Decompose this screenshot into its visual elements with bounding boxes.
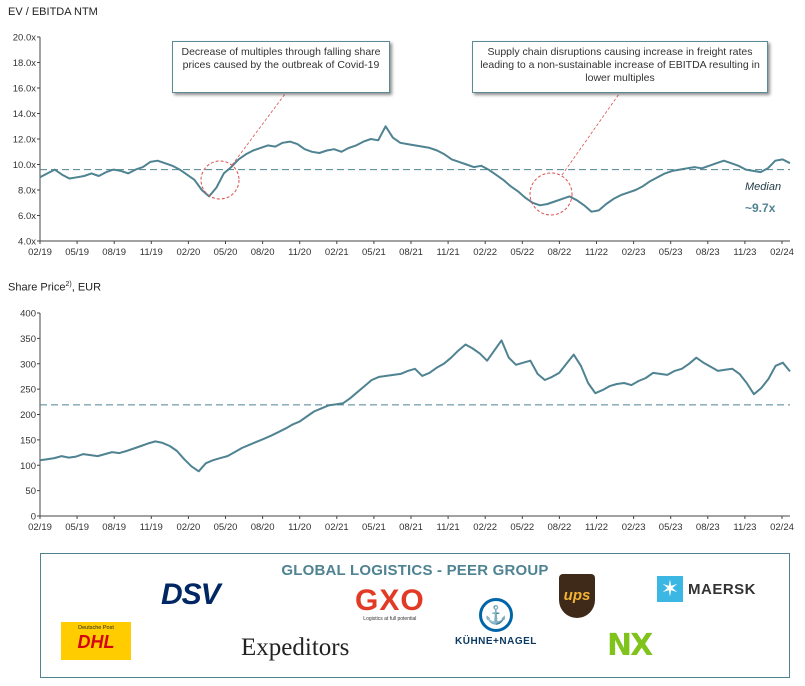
x-tick-label: 11/20: [288, 522, 311, 533]
x-tick-label: 05/19: [65, 247, 89, 258]
x-tick-label: 08/23: [696, 522, 720, 533]
y-tick-label: 4.0x: [18, 237, 36, 248]
supply-chain-callout: Supply chain disruptions causing increas…: [472, 41, 768, 93]
x-tick-label: 02/24: [770, 522, 794, 533]
y-tick-label: 16.0x: [13, 84, 36, 95]
y-tick-label: 10.0x: [13, 160, 36, 171]
y-tick-label: 8.0x: [18, 186, 36, 197]
chart2-title-unit: , EUR: [71, 281, 102, 294]
maersk-star-icon: ✶: [657, 576, 683, 602]
x-tick-label: 11/22: [585, 247, 608, 258]
x-tick-label: 05/21: [362, 247, 386, 258]
x-tick-label: 11/23: [733, 247, 756, 258]
covid-callout: Decrease of multiples through falling sh…: [172, 41, 390, 93]
nx-logo: NX: [607, 628, 653, 663]
annotation-layer: [200, 93, 620, 216]
ups-logo-text: ups: [563, 587, 591, 604]
x-tick-label: 02/24: [770, 247, 794, 258]
x-tick-label: 05/23: [659, 247, 683, 258]
y-tick-label: 6.0x: [18, 211, 36, 222]
x-tick-label: 02/22: [473, 522, 497, 533]
x-tick-label: 05/20: [214, 522, 238, 533]
dhl-logo-text: DHL: [77, 632, 115, 652]
x-tick-label: 05/19: [65, 522, 89, 533]
y-tick-label: 12.0x: [13, 135, 36, 146]
x-tick-label: 02/23: [622, 522, 646, 533]
x-tick-label: 08/22: [548, 522, 572, 533]
x-tick-label: 02/20: [177, 522, 201, 533]
y-tick-label: 300: [20, 359, 36, 370]
x-tick-label: 02/23: [622, 247, 646, 258]
x-tick-label: 02/20: [177, 247, 201, 258]
x-tick-label: 05/20: [214, 247, 238, 258]
dsv-logo: DSV: [161, 578, 221, 611]
y-tick-label: 20.0x: [13, 33, 36, 44]
y-tick-label: 350: [20, 334, 36, 345]
x-tick-label: 02/22: [473, 247, 497, 258]
covid-dip-circle: [200, 160, 240, 200]
x-tick-label: 08/19: [102, 522, 126, 533]
peer-group-panel: GLOBAL LOGISTICS - PEER GROUP DSV GXO Lo…: [40, 553, 790, 678]
x-tick-label: 11/23: [733, 522, 756, 533]
y-tick-label: 250: [20, 385, 36, 396]
gxo-logo-tagline: Logistics at full potential: [363, 616, 417, 622]
chart2-title-superscript: 2): [65, 281, 72, 288]
chart2-title-main: Share Price: [8, 281, 66, 294]
y-tick-label: 100: [20, 461, 36, 472]
x-tick-label: 08/19: [102, 247, 126, 258]
peer-group-title: GLOBAL LOGISTICS - PEER GROUP: [281, 562, 549, 579]
supply-chain-callout-connector: [561, 93, 620, 176]
y-tick-label: 18.0x: [13, 58, 36, 69]
supply-chain-dip-circle: [529, 172, 573, 216]
x-tick-label: 08/20: [251, 522, 275, 533]
gxo-logo-text: GXO: [355, 584, 425, 617]
y-tick-label: 150: [20, 435, 36, 446]
series-line: [39, 125, 791, 213]
x-tick-label: 05/22: [510, 522, 534, 533]
ups-logo: ups: [559, 574, 595, 618]
series-line: [39, 339, 791, 473]
x-tick-label: 05/22: [510, 247, 534, 258]
x-tick-label: 08/21: [399, 247, 423, 258]
y-tick-label: 0: [31, 512, 36, 523]
x-tick-label: 11/22: [585, 522, 608, 533]
median-value: ~9.7x: [745, 201, 776, 215]
dhl-logo-tagline: Deutsche Post: [78, 625, 114, 631]
y-tick-label: 14.0x: [13, 109, 36, 120]
x-tick-label: 02/19: [28, 522, 52, 533]
x-tick-label: 08/23: [696, 247, 720, 258]
x-tick-label: 05/21: [362, 522, 386, 533]
covid-callout-connector: [231, 93, 286, 166]
gxo-logo: GXO Logistics at full potential: [355, 584, 425, 623]
x-tick-label: 02/19: [28, 247, 52, 258]
ev-ebitda-chart: 20.0x 18.0x 16.0x 14.0x 12.0x 10.0x 8.0x 6.0x 4.…: [13, 33, 794, 259]
share-price-chart: 400 350 300 250 200 150 100 50 002/19 05/19 08/19 1…: [20, 309, 794, 534]
x-tick-label: 11/19: [140, 522, 163, 533]
expeditors-logo: Expeditors: [241, 634, 350, 661]
x-tick-label: 08/20: [251, 247, 275, 258]
x-tick-label: 08/21: [399, 522, 423, 533]
x-tick-label: 11/19: [140, 247, 163, 258]
anchor-icon: ⚓: [478, 598, 513, 632]
y-tick-label: 400: [20, 309, 36, 320]
x-tick-label: 11/20: [288, 247, 311, 258]
y-tick-label: 200: [20, 410, 36, 421]
kuehne-nagel-logo-text: KÜHNE+NAGEL: [455, 636, 537, 647]
x-tick-label: 02/21: [325, 247, 349, 258]
maersk-logo: ✶ MAERSK: [657, 576, 756, 602]
median-label: Median: [745, 181, 782, 193]
chart1-title: EV / EBITDA NTM: [8, 6, 98, 18]
x-tick-label: 11/21: [437, 247, 460, 258]
x-tick-label: 08/22: [548, 247, 572, 258]
y-tick-label: 50: [25, 486, 36, 497]
x-tick-label: 05/23: [659, 522, 683, 533]
chart2-title: Share Price2), EUR: [8, 281, 101, 294]
x-tick-label: 02/21: [325, 522, 349, 533]
kuehne-nagel-logo: ⚓ KÜHNE+NAGEL: [455, 598, 537, 647]
maersk-logo-text: MAERSK: [688, 580, 757, 598]
x-tick-label: 11/21: [437, 522, 460, 533]
dhl-logo: Deutsche Post DHL: [61, 622, 131, 660]
